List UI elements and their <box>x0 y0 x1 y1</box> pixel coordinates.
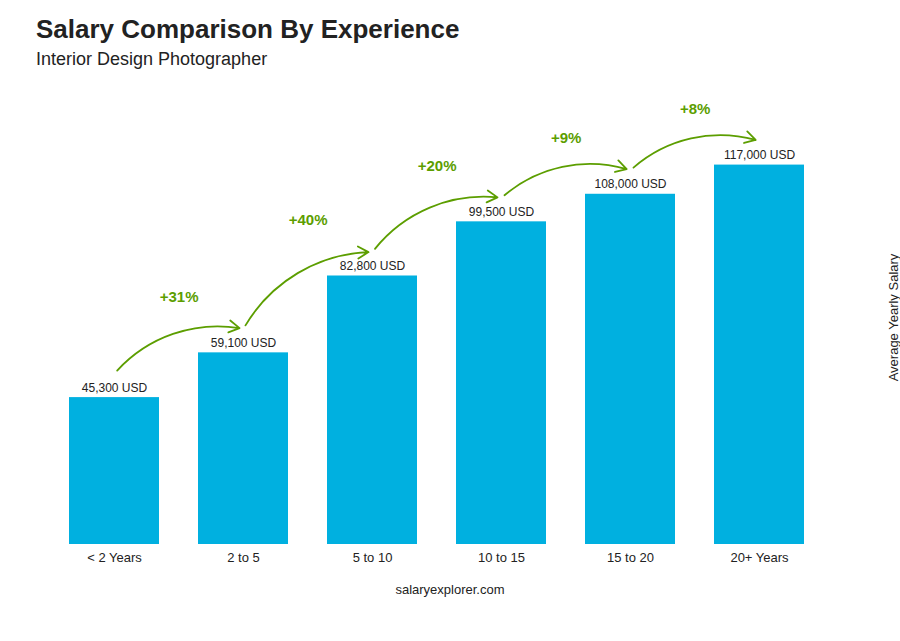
svg-text:+9%: +9% <box>551 129 581 146</box>
svg-text:2 to 5: 2 to 5 <box>227 550 260 565</box>
svg-text:117,000 USD: 117,000 USD <box>724 148 795 162</box>
svg-text:15 to 20: 15 to 20 <box>607 550 654 565</box>
html-text:salaryexplorer.com: salaryexplorer.com <box>395 582 505 597</box>
svg-text:+8%: +8% <box>680 100 710 117</box>
svg-text:10 to 15: 10 to 15 <box>478 550 525 565</box>
svg-text:+40%: +40% <box>289 211 328 228</box>
html-text:Interior Design Photographer: Interior Design Photographer <box>36 49 268 69</box>
svg-text:Average Yearly Salary: Average Yearly Salary <box>886 253 900 381</box>
svg-text:59,100 USD: 59,100 USD <box>211 336 277 350</box>
svg-text:82,800 USD: 82,800 USD <box>340 259 406 273</box>
svg-text:< 2 Years: < 2 Years <box>87 550 142 565</box>
svg-text:+20%: +20% <box>418 157 457 174</box>
svg-text:45,300 USD: 45,300 USD <box>82 381 148 395</box>
svg-text:20+ Years: 20+ Years <box>730 550 789 565</box>
svg-text:108,000 USD: 108,000 USD <box>594 177 666 191</box>
svg-text:5 to 10: 5 to 10 <box>353 550 393 565</box>
html-text:Salary Comparison By Experienc: Salary Comparison By Experience <box>36 14 460 44</box>
svg-text:99,500 USD: 99,500 USD <box>469 205 535 219</box>
svg-text:+31%: +31% <box>160 288 199 305</box>
